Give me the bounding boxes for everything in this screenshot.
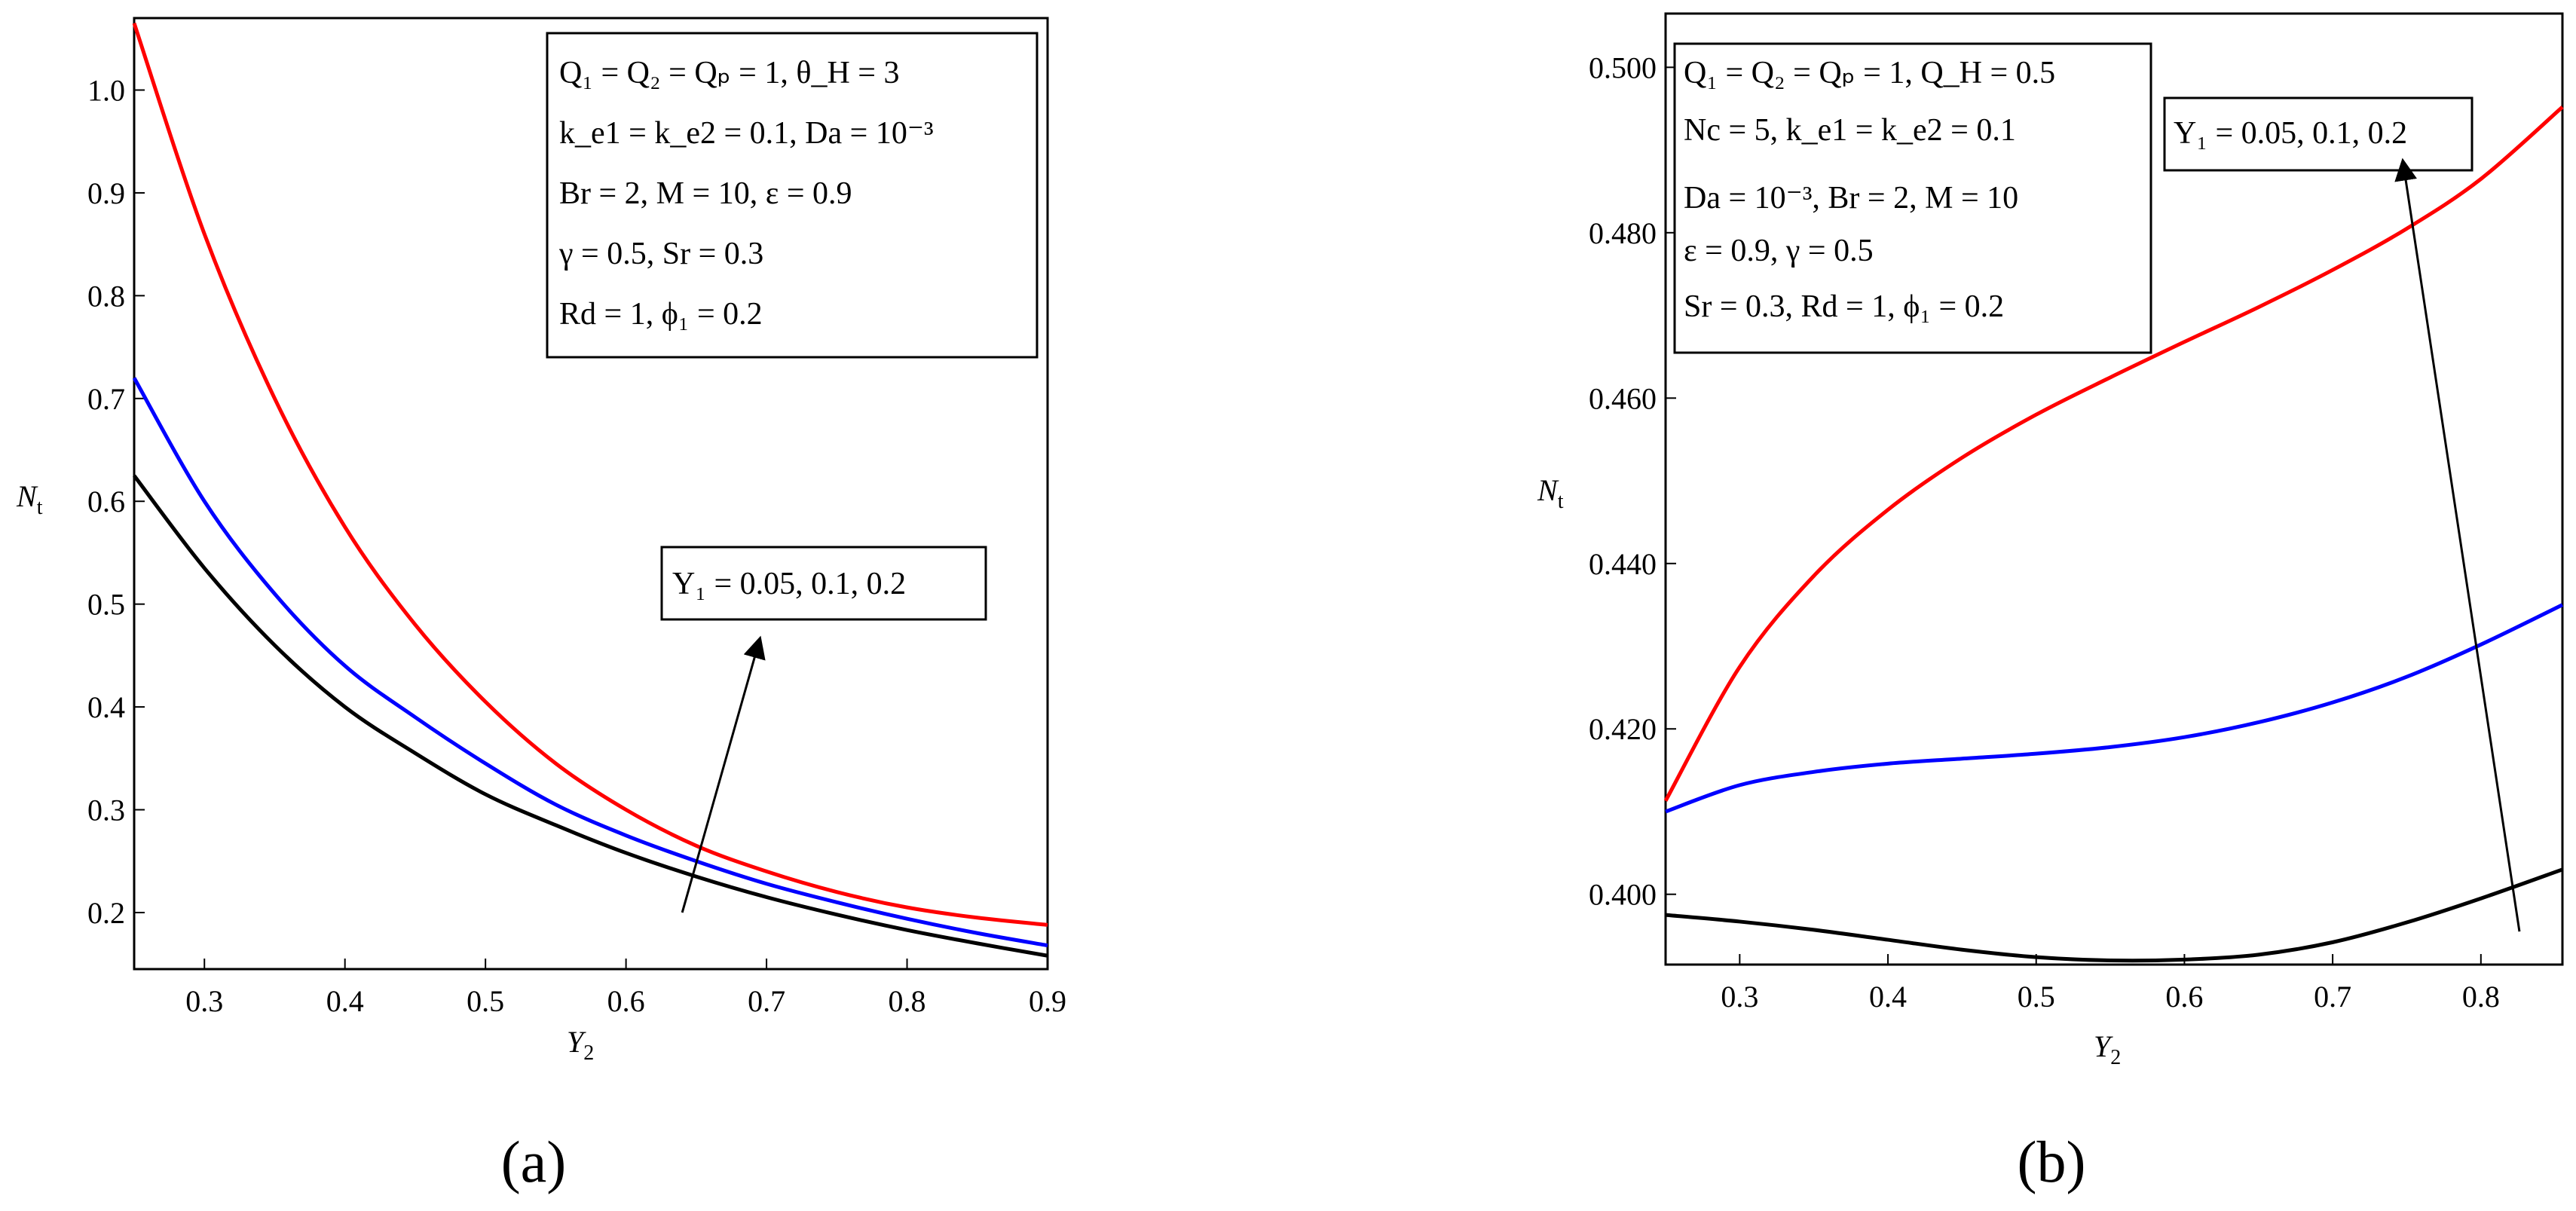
- y-tick-label: 0.2: [87, 896, 125, 930]
- series-line-3: [1665, 867, 2563, 963]
- x-tick-label: 0.3: [185, 984, 223, 1018]
- y-tick-label: 0.500: [1589, 50, 1657, 84]
- y-tick-label: 0.420: [1589, 712, 1657, 746]
- x-tick-label: 0.5: [467, 984, 504, 1018]
- x-tick-label: 0.5: [2018, 980, 2055, 1014]
- x-tick-label: 0.4: [1869, 980, 1907, 1014]
- y-tick-label: 0.9: [87, 176, 125, 210]
- panel-b-x-axis-label: Y2: [2094, 1029, 2121, 1069]
- panel-b-x-axis: 0.3 0.4 0.5 0.6 0.7 0.8: [1721, 954, 2500, 1014]
- panel-a-chart: 0.2 0.3 0.4 0.5 0.6 0.7 0.8 0.9 1.0 0.3 0.4 0.5 0.6…: [16, 17, 1066, 1194]
- x-tick-label: 0.7: [748, 984, 785, 1018]
- series-line-1: [1663, 106, 2564, 802]
- panel-a-annotation-text: Y₁ = 0.05, 0.1, 0.2: [672, 567, 906, 601]
- y-tick-label: 0.4: [87, 690, 125, 724]
- x-tick-label: 0.8: [2462, 980, 2500, 1014]
- y-tick-label: 0.480: [1589, 216, 1657, 250]
- series-line-2: [132, 377, 1048, 948]
- x-tick-label: 0.3: [1721, 980, 1758, 1014]
- x-tick-label: 0.4: [326, 984, 364, 1018]
- x-tick-label: 0.9: [1029, 984, 1066, 1018]
- panel-b-param-line: Sr = 0.3, Rd = 1, ϕ₁ = 0.2: [1684, 289, 2004, 324]
- panel-b-parameter-box: Q₁ = Q₂ = Qₚ = 1, Q_H = 0.5 Nc = 5, k_e1…: [1673, 42, 2152, 354]
- panel-a-parameter-box-frame: [546, 32, 1039, 359]
- panel-b-param-line: Da = 10⁻³, Br = 2, M = 10: [1684, 181, 2018, 216]
- y-tick-label: 0.5: [87, 588, 125, 622]
- y-tick-label: 0.8: [87, 279, 125, 313]
- x-tick-label: 0.7: [2314, 980, 2351, 1014]
- series-line-1: [132, 23, 1048, 927]
- panel-b-series-group: [1663, 106, 2564, 963]
- panel-b-annotation-box: Y₁ = 0.05, 0.1, 0.2: [2163, 96, 2474, 172]
- x-tick-label: 0.8: [889, 984, 926, 1018]
- panel-b-param-line: Q₁ = Q₂ = Qₚ = 1, Q_H = 0.5: [1684, 56, 2055, 90]
- panel-a-y-axis: 0.2 0.3 0.4 0.5 0.6 0.7 0.8 0.9 1.0: [87, 74, 145, 930]
- panel-a-x-axis-label: Y2: [567, 1025, 594, 1065]
- panel-b-param-line: Nc = 5, k_e1 = k_e2 = 0.1: [1684, 113, 2016, 148]
- x-tick-label: 0.6: [607, 984, 645, 1018]
- panel-b-y-axis: 0.400 0.420 0.440 0.460 0.480 0.500: [1589, 50, 1676, 912]
- panel-b-y-axis-label: Nt: [1537, 473, 1564, 513]
- panel-b-trend-arrow: [2394, 157, 2521, 932]
- panel-a-param-line: Br = 2, M = 10, ε = 0.9: [559, 176, 852, 211]
- panel-a-series-group: [132, 23, 1048, 958]
- y-tick-label: 0.3: [87, 794, 125, 827]
- panel-a-param-line: γ = 0.5, Sr = 0.3: [558, 237, 763, 271]
- panel-a-y-axis-label: Nt: [16, 479, 43, 519]
- panel-a-trend-arrow: [681, 635, 766, 913]
- series-line-2: [1665, 603, 2564, 814]
- panel-b-param-line: ε = 0.9, γ = 0.5: [1684, 234, 1874, 268]
- y-tick-label: 0.400: [1589, 878, 1657, 912]
- panel-a-label: (a): [501, 1129, 567, 1194]
- panel-a-param-line: Rd = 1, ϕ₁ = 0.2: [559, 297, 763, 332]
- panel-b-label: (b): [2018, 1129, 2086, 1194]
- series-line-3: [133, 474, 1048, 958]
- panel-b-plot-frame: [1664, 12, 2564, 966]
- y-tick-label: 0.440: [1589, 547, 1657, 581]
- panel-a-parameter-box: Q₁ = Q₂ = Qₚ = 1, θ_H = 3 k_e1 = k_e2 = …: [546, 32, 1039, 359]
- x-tick-label: 0.6: [2165, 980, 2203, 1014]
- y-tick-label: 0.7: [87, 382, 125, 416]
- y-tick-label: 0.460: [1589, 381, 1657, 415]
- y-tick-label: 1.0: [87, 74, 125, 108]
- panel-a-annotation-frame: [660, 546, 987, 621]
- panel-b-annotation-frame: [2163, 96, 2474, 172]
- panel-b-parameter-box-frame: [1673, 42, 2152, 354]
- panel-b-chart: 0.400 0.420 0.440 0.460 0.480 0.500 0.3 0.4 0.5…: [1537, 12, 2564, 1194]
- panel-a-param-line: k_e1 = k_e2 = 0.1, Da = 10⁻³: [559, 116, 934, 151]
- y-tick-label: 0.6: [87, 485, 125, 518]
- panel-a-x-axis: 0.3 0.4 0.5 0.6 0.7 0.8 0.9: [185, 959, 1066, 1018]
- panel-a-param-line: Q₁ = Q₂ = Qₚ = 1, θ_H = 3: [559, 56, 899, 90]
- panel-a-annotation-box: Y₁ = 0.05, 0.1, 0.2: [660, 546, 987, 621]
- panel-a-plot-frame: [133, 17, 1049, 971]
- panel-b-annotation-text: Y₁ = 0.05, 0.1, 0.2: [2174, 116, 2407, 151]
